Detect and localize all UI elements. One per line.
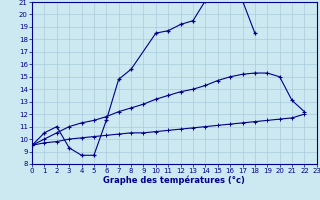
X-axis label: Graphe des températures (°c): Graphe des températures (°c) [103, 176, 245, 185]
